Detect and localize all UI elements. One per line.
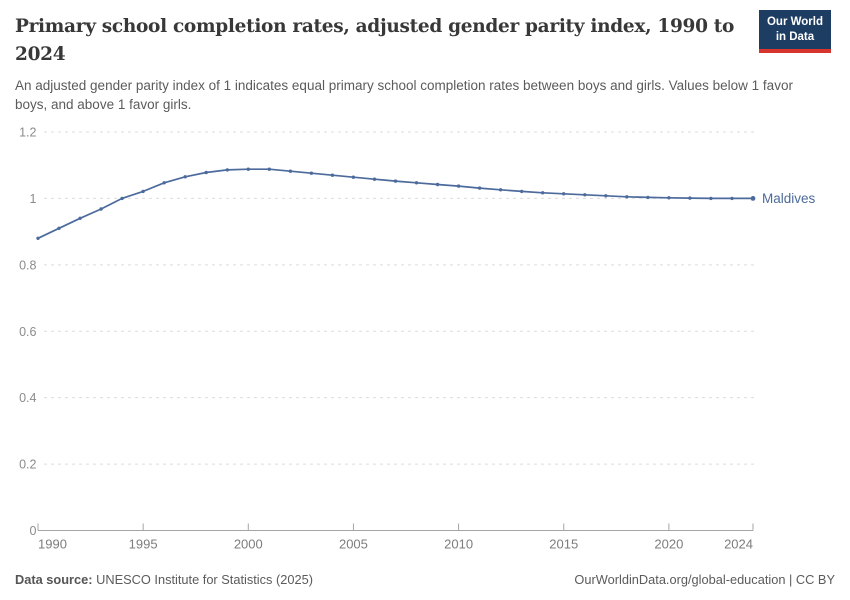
data-point[interactable]: [435, 182, 440, 187]
data-point[interactable]: [646, 195, 650, 200]
data-point[interactable]: [246, 167, 250, 171]
data-point[interactable]: [709, 196, 713, 201]
series-end-label[interactable]: Maldives: [762, 191, 816, 206]
data-point[interactable]: [99, 207, 103, 211]
data-point[interactable]: [750, 196, 756, 201]
data-point[interactable]: [372, 177, 377, 181]
data-point[interactable]: [667, 196, 671, 200]
chart-subtitle: An adjusted gender parity index of 1 ind…: [15, 78, 793, 112]
x-tick-label: 2015: [549, 537, 578, 552]
data-point[interactable]: [562, 192, 566, 196]
y-tick-label: 1.2: [19, 126, 36, 140]
data-point[interactable]: [162, 181, 166, 185]
data-series-maldives: [36, 167, 756, 240]
data-point[interactable]: [498, 188, 503, 192]
data-point[interactable]: [309, 171, 314, 175]
owid-logo-line2: in Data: [775, 30, 815, 43]
data-point[interactable]: [604, 194, 608, 198]
y-tick-label: 0.6: [19, 325, 36, 339]
data-point[interactable]: [204, 170, 208, 175]
y-tick-label: 0.8: [19, 258, 36, 272]
x-tick-label: 2020: [654, 537, 683, 552]
data-point[interactable]: [583, 193, 587, 197]
y-tick-label: 0: [30, 524, 37, 538]
data-point[interactable]: [393, 179, 398, 183]
data-point[interactable]: [351, 175, 356, 179]
data-point[interactable]: [330, 173, 335, 177]
y-axis-gridlines: 0 0.2 0.4 0.6 0.8 1 1.2: [19, 126, 755, 538]
y-tick-label: 1: [30, 192, 37, 206]
data-point[interactable]: [288, 169, 293, 173]
data-point[interactable]: [57, 226, 61, 230]
y-tick-label: 0.2: [19, 458, 36, 472]
data-point[interactable]: [625, 195, 629, 199]
data-point[interactable]: [414, 181, 419, 185]
data-point[interactable]: [520, 189, 524, 194]
x-tick-label: 2024: [724, 537, 753, 552]
data-point[interactable]: [267, 167, 271, 171]
x-tick-label: 2000: [234, 537, 263, 552]
data-point[interactable]: [225, 168, 229, 172]
chart-title: Primary school completion rates, adjuste…: [15, 16, 735, 65]
owid-logo-line1: Our World: [766, 16, 823, 28]
data-point[interactable]: [36, 236, 40, 240]
data-point[interactable]: [120, 196, 124, 201]
y-tick-label: 0.4: [19, 391, 36, 405]
data-point[interactable]: [688, 196, 692, 200]
data-point[interactable]: [141, 189, 145, 194]
x-tick-label: 1995: [129, 537, 158, 552]
data-source: Data source: UNESCO Institute for Statis…: [15, 572, 313, 587]
data-source-text: UNESCO Institute for Statistics (2025): [92, 572, 313, 587]
x-tick-label: 2010: [444, 537, 473, 552]
data-point[interactable]: [541, 191, 545, 195]
owid-logo[interactable]: Our World in Data: [758, 10, 831, 53]
data-point[interactable]: [78, 216, 82, 220]
data-point[interactable]: [730, 196, 734, 201]
chart-footer: Data source: UNESCO Institute for Statis…: [15, 572, 835, 587]
data-point[interactable]: [183, 175, 187, 179]
x-tick-label: 2005: [339, 537, 368, 552]
data-point[interactable]: [477, 186, 482, 190]
data-source-label: Data source:: [15, 572, 93, 587]
x-axis: 1990 1995 2000 2005 2010 2015 2020 2024: [37, 523, 754, 552]
data-point[interactable]: [456, 184, 461, 188]
x-tick-label: 1990: [38, 537, 67, 552]
attribution-link[interactable]: OurWorldinData.org/global-education | CC…: [574, 572, 835, 587]
